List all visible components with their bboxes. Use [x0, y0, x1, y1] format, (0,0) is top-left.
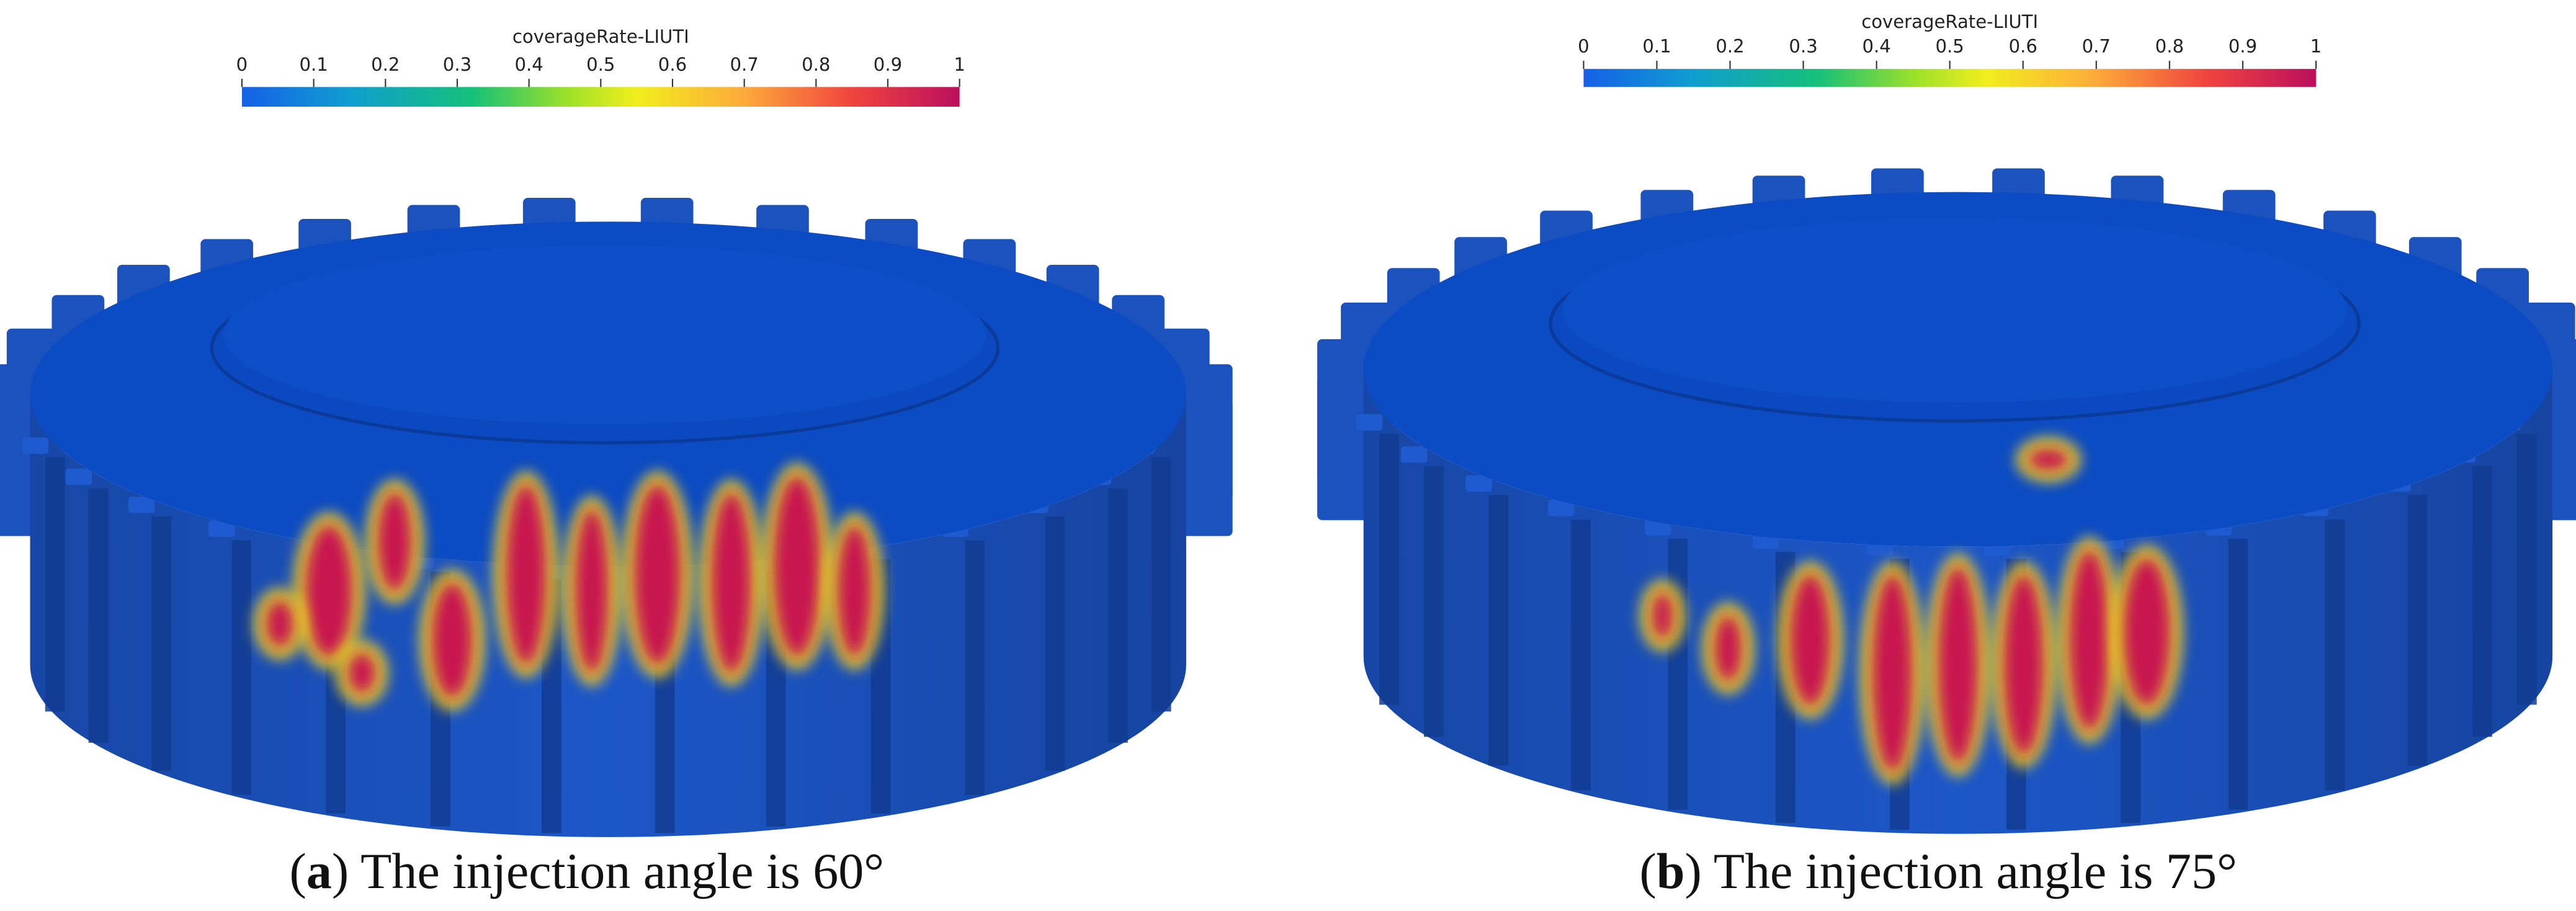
- gear-render: [0, 198, 1233, 837]
- colorbar-title: coverageRate-LIUTI: [1861, 11, 2038, 32]
- panel: coverageRate-LIUTI 0 0.1 0.2 0.3 0.4 0.5 0.6 0.7…: [1317, 11, 2576, 899]
- colorbar-tick-label: 0.9: [2229, 36, 2257, 57]
- tooth-gap: [1151, 457, 1171, 712]
- colorbar-tick-label: 0.3: [443, 54, 472, 75]
- panel: coverageRate-LIUTI 0 0.1 0.2 0.3 0.4 0.5 0.6 0.7…: [0, 26, 1233, 899]
- tooth-gap: [2407, 495, 2428, 766]
- coverage-spot: [2004, 574, 2044, 755]
- coverage-spot: [575, 509, 609, 673]
- tooth-gap: [1379, 433, 1399, 705]
- tooth-gap: [1045, 516, 1065, 771]
- colorbar-tick-label: 0.6: [2009, 36, 2037, 57]
- caption-label: a: [306, 843, 332, 899]
- tooth-gap: [45, 457, 65, 712]
- coverage-spot: [378, 492, 411, 591]
- colorbar-tick-label: 0.5: [1936, 36, 1964, 57]
- tooth-gap: [1571, 519, 1591, 791]
- tooth-gap: [88, 488, 109, 743]
- caption-text: ) The injection angle is 75°: [1684, 843, 2237, 899]
- colorbar: [1583, 69, 2316, 87]
- caption-prefix: (: [289, 843, 306, 899]
- colorbar: [241, 87, 960, 107]
- colorbar-tick-label: 0.5: [586, 54, 615, 75]
- colorbar-tick-label: 0: [236, 54, 248, 75]
- tooth-gap: [2516, 433, 2537, 705]
- caption-label: b: [1657, 843, 1685, 899]
- coverage-spot: [506, 484, 546, 665]
- gear-tooth: [208, 520, 235, 537]
- coverage-spot: [266, 600, 293, 647]
- colorbar-tick-label: 0.1: [299, 54, 328, 75]
- tooth-gap: [1668, 538, 1688, 810]
- colorbar-tick-label: 0.2: [1715, 36, 1744, 57]
- gear-tooth: [1465, 475, 1492, 492]
- caption: (a) The injection angle is 60°: [289, 843, 884, 899]
- colorbar-tick-label: 0.3: [1789, 36, 1817, 57]
- coverage-spot: [774, 476, 820, 657]
- colorbar-tick-label: 0.8: [802, 54, 830, 75]
- colorbar-tick-label: 0.4: [514, 54, 543, 75]
- gear-tooth: [2546, 339, 2576, 483]
- caption-text: ) The injection angle is 60°: [332, 843, 884, 899]
- gear-tooth: [22, 437, 49, 454]
- colorbar-tick-label: 0.2: [371, 54, 400, 75]
- coverage-spot: [1872, 574, 1912, 772]
- coverage-spot: [2069, 549, 2109, 731]
- coverage-spot: [711, 492, 751, 673]
- colorbar-tick-label: 0: [1578, 36, 1590, 57]
- tooth-gap: [1108, 488, 1128, 743]
- colorbar-tick-label: 0.9: [874, 54, 902, 75]
- caption-prefix: (: [1640, 843, 1657, 899]
- coverage-spot: [432, 582, 472, 698]
- colorbar-tick-label: 0.8: [2155, 36, 2184, 57]
- coverage-spot: [2124, 558, 2170, 706]
- coverage-spot: [1652, 592, 1673, 639]
- colorbar-tick-label: 0.4: [1862, 36, 1890, 57]
- colorbar-tick-label: 1: [954, 54, 965, 75]
- tooth-gap: [2325, 519, 2345, 791]
- gear-hub-top: [1562, 218, 2348, 402]
- tooth-gap: [2472, 466, 2492, 737]
- coverage-spot: [1938, 566, 1978, 763]
- tooth-gap: [1424, 466, 1444, 737]
- gear-tooth: [1356, 414, 1383, 431]
- tooth-gap: [231, 540, 252, 795]
- tooth-gap: [151, 516, 171, 771]
- coverage-spot: [2028, 450, 2068, 469]
- colorbar-tick-label: 1: [2310, 36, 2322, 57]
- tooth-gap: [2228, 538, 2248, 810]
- gear-tooth: [65, 468, 92, 486]
- coverage-spot: [1715, 615, 1742, 682]
- colorbar-tick-label: 0.1: [1642, 36, 1671, 57]
- gear-render: [1317, 168, 2576, 834]
- gear-tooth: [1400, 446, 1428, 463]
- coverage-spot: [349, 653, 375, 693]
- coverage-spot: [838, 525, 871, 657]
- gear-tooth: [128, 496, 155, 513]
- colorbar-title: coverageRate-LIUTI: [512, 26, 689, 47]
- colorbar-tick-label: 0.7: [730, 54, 758, 75]
- gear-hub-top: [223, 245, 986, 425]
- coverage-spot: [306, 525, 352, 657]
- caption: (b) The injection angle is 75°: [1640, 843, 2237, 899]
- tooth-gap: [1488, 495, 1509, 766]
- colorbar-tick-label: 0.6: [658, 54, 687, 75]
- coverage-spot: [634, 484, 681, 665]
- gear-tooth: [1548, 499, 1575, 517]
- coverage-spot: [1790, 574, 1830, 706]
- gear-tooth: [1179, 364, 1233, 500]
- tooth-gap: [965, 540, 985, 795]
- colorbar-tick-label: 0.7: [2082, 36, 2111, 57]
